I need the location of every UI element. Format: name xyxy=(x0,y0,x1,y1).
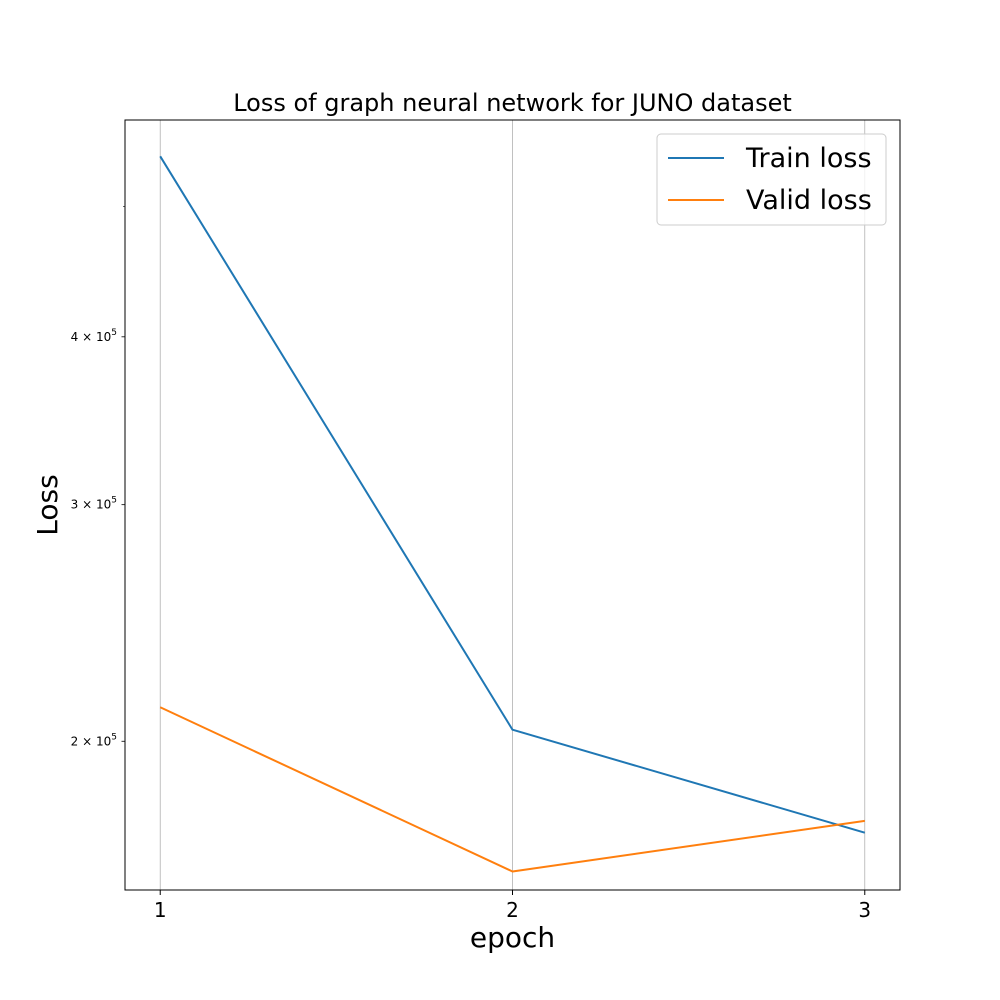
y-tick-label: 3 × 105 xyxy=(71,496,117,512)
series-line xyxy=(159,706,865,873)
x-tick-label: 1 xyxy=(154,898,167,922)
y-axis-ticks: 2 × 105 3 × 105 4 × 105 xyxy=(71,206,125,748)
x-axis-ticks: 1 2 3 xyxy=(154,890,871,922)
y-axis-label: Loss xyxy=(31,474,64,535)
legend-label: Train loss xyxy=(745,143,872,174)
legend-box xyxy=(656,133,887,226)
chart-title: Loss of graph neural network for JUNO da… xyxy=(233,89,792,117)
grid-lines xyxy=(159,120,866,890)
legend-label: Valid loss xyxy=(746,185,872,216)
series-line xyxy=(159,155,866,834)
y-tick-label: 4 × 105 xyxy=(71,328,117,344)
y-tick-label: 2 × 105 xyxy=(71,732,117,748)
x-axis-label: epoch xyxy=(470,921,555,954)
series-lines xyxy=(159,155,866,873)
x-tick-label: 3 xyxy=(858,898,871,922)
legend: Train loss Valid loss xyxy=(656,133,887,226)
x-tick-label: 2 xyxy=(506,898,519,922)
